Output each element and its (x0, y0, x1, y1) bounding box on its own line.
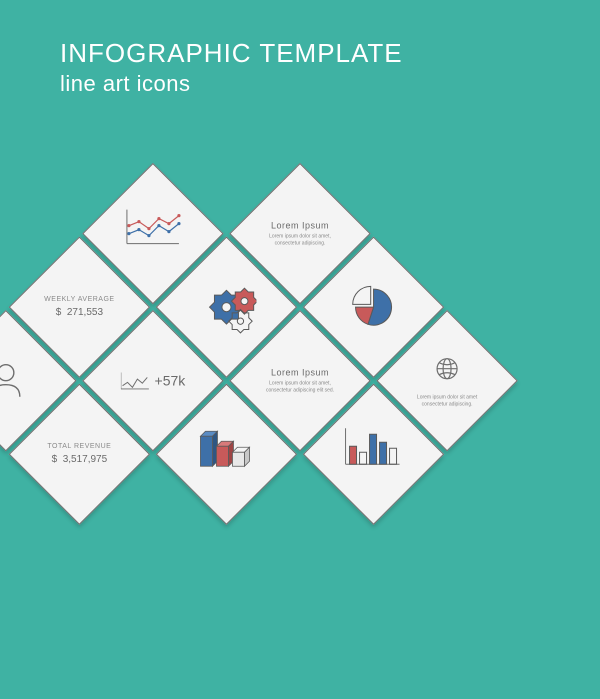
bar-chart-icon (344, 424, 404, 484)
spark-value: +57k (155, 373, 186, 389)
person-icon (0, 351, 36, 411)
title-line1: INFOGRAPHIC TEMPLATE (60, 38, 403, 69)
tile-body: Lorem ipsum dolor sit amet, consectetur … (257, 380, 343, 394)
pie-chart-icon (344, 277, 404, 337)
tile-heading: Lorem Ipsum (271, 367, 329, 377)
tile-heading: Lorem Ipsum (271, 220, 329, 230)
line-chart-icon (123, 204, 183, 264)
tile-body: Lorem ipsum dolor sit amet, consectetur … (257, 233, 343, 247)
sparkline-icon (121, 370, 149, 392)
stat-value: $ 3,517,975 (52, 454, 108, 465)
tile-content (177, 405, 275, 503)
bar3d-chart-icon (196, 424, 256, 484)
tile-content (325, 405, 423, 503)
stat-label: WEEKLY AVERAGE (44, 296, 114, 303)
tile-content: TOTAL REVENUE $ 3,517,975 (30, 405, 128, 503)
stat-label: TOTAL REVENUE (47, 443, 111, 450)
page-title: INFOGRAPHIC TEMPLATE line art icons (60, 38, 403, 97)
title-line2: line art icons (60, 71, 403, 97)
stat-value: $ 271,553 (56, 307, 103, 318)
gears-icon (196, 277, 256, 337)
